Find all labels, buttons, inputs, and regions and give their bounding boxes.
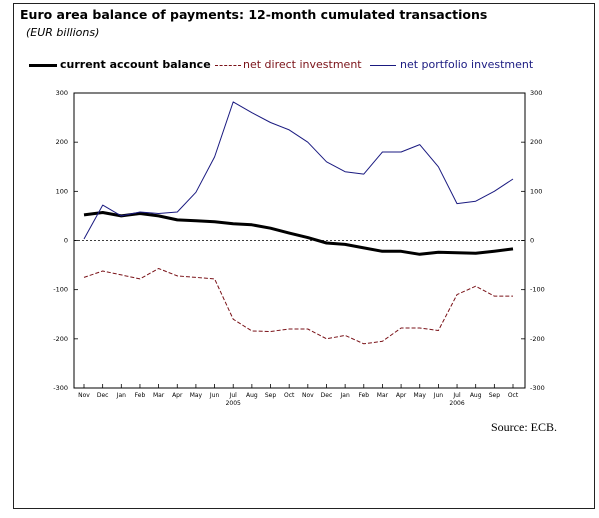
x-tick-label: Sep xyxy=(265,392,277,399)
x-tick-label: Mar xyxy=(153,392,165,399)
x-tick-label: Jun xyxy=(209,392,220,399)
y-tick-label-left: -100 xyxy=(53,286,68,294)
y-tick-label-right: 0 xyxy=(530,237,534,245)
y-tick-label-left: 0 xyxy=(64,237,68,245)
x-tick-label: May xyxy=(190,392,203,399)
source-note: Source: ECB. xyxy=(491,420,557,434)
x-year-label: 2006 xyxy=(449,400,464,407)
y-tick-label-right: 100 xyxy=(530,187,542,195)
legend-label-current-account: current account balance xyxy=(60,58,211,71)
legend-label-direct-investment: net direct investment xyxy=(243,58,362,71)
legend-swatch-current-account xyxy=(29,64,57,67)
x-axis: Nov Dec Jan Feb Mar Apr May Jun Jul Aug Sep Oct Nov D… xyxy=(78,384,519,407)
chart-subtitle: (EUR billions) xyxy=(26,26,100,39)
x-tick-label: Apr xyxy=(172,392,183,399)
x-tick-label: Jul xyxy=(452,392,461,399)
x-tick-label: Feb xyxy=(358,392,369,399)
x-tick-label: Dec xyxy=(97,392,109,399)
y-tick-label-left: 300 xyxy=(56,89,68,97)
x-tick-label: Feb xyxy=(135,392,146,399)
x-tick-label: Mar xyxy=(377,392,389,399)
x-tick-label: Apr xyxy=(396,392,407,399)
y-tick-label-right: -100 xyxy=(530,286,545,294)
legend-label-portfolio-investment: net portfolio investment xyxy=(400,58,534,71)
x-tick-label: Nov xyxy=(302,392,314,399)
x-tick-label: May xyxy=(414,392,427,399)
chart-title: Euro area balance of payments: 12-month … xyxy=(20,7,488,22)
x-tick-label: Sep xyxy=(489,392,501,399)
chart-frame xyxy=(13,3,595,509)
x-tick-label: Oct xyxy=(284,392,295,399)
y-axis-right: 300 200 100 0 -100 -200 -300 xyxy=(521,89,545,392)
x-tick-label: Dec xyxy=(321,392,333,399)
y-tick-label-right: -200 xyxy=(530,335,545,343)
legend-swatch-direct-investment xyxy=(215,65,241,66)
y-tick-label-right: -300 xyxy=(530,384,545,392)
x-tick-label: Nov xyxy=(78,392,90,399)
y-tick-label-left: 200 xyxy=(56,138,68,146)
x-tick-label: Jul xyxy=(229,392,238,399)
x-tick-label: Oct xyxy=(508,392,519,399)
x-tick-label: Aug xyxy=(470,392,482,399)
y-tick-label-left: 100 xyxy=(56,187,68,195)
y-tick-label-right: 200 xyxy=(530,138,542,146)
x-tick-label: Jan xyxy=(340,392,350,399)
y-axis-left: 300 200 100 0 -100 -200 -300 xyxy=(53,89,78,392)
series-line-net-portfolio-investment xyxy=(83,101,514,240)
x-tick-label: Jun xyxy=(433,392,444,399)
series-line-net-direct-investment xyxy=(83,268,513,345)
y-tick-label-left: -200 xyxy=(53,335,68,343)
series-line-current-account-balance xyxy=(83,211,514,256)
x-tick-label: Aug xyxy=(246,392,258,399)
y-tick-label-right: 300 xyxy=(530,89,542,97)
y-tick-label-left: -300 xyxy=(53,384,68,392)
x-year-label: 2005 xyxy=(226,400,241,407)
series-group xyxy=(83,101,514,345)
x-tick-label: Jan xyxy=(116,392,126,399)
legend-swatch-portfolio-investment xyxy=(370,65,396,66)
